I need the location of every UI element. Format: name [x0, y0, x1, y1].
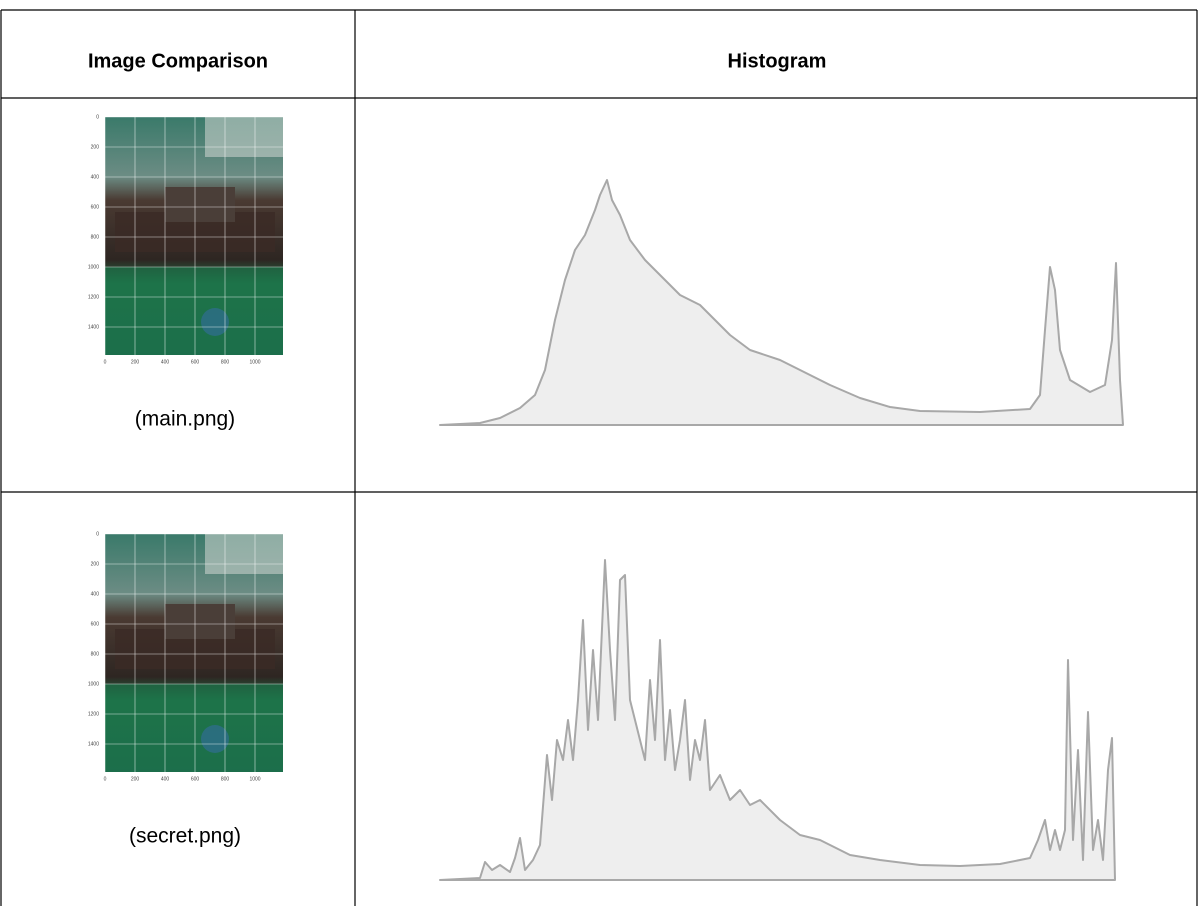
- y-tick-label: 1000: [88, 681, 99, 687]
- caption: (main.png): [135, 408, 235, 431]
- x-tick-label: 400: [161, 776, 170, 782]
- thumbnail: 0 200 400 600 800 1000 1200 1400 0 200 400 600 800 10…: [88, 114, 283, 365]
- y-tick-label: 400: [91, 174, 100, 180]
- x-tick-label: 200: [131, 776, 140, 782]
- y-tick-label: 600: [91, 621, 100, 627]
- x-tick-label: 0: [104, 359, 107, 365]
- y-tick-label: 1000: [88, 264, 99, 270]
- y-tick-label: 0: [96, 531, 99, 537]
- y-tick-label: 1200: [88, 294, 99, 300]
- y-tick-label: 1200: [88, 711, 99, 717]
- caption: (secret.png): [129, 825, 241, 848]
- x-tick-label: 0: [104, 776, 107, 782]
- histogram: [439, 179, 1124, 426]
- header-cell: Histogram: [728, 50, 827, 72]
- header-cell: Image Comparison: [88, 50, 268, 72]
- y-tick-label: 200: [91, 144, 100, 150]
- x-tick-label: 200: [131, 359, 140, 365]
- y-tick-label: 1400: [88, 324, 99, 330]
- y-tick-label: 0: [96, 114, 99, 120]
- x-tick-label: 1000: [249, 359, 260, 365]
- x-tick-label: 800: [221, 359, 230, 365]
- y-tick-label: 200: [91, 561, 100, 567]
- x-tick-label: 600: [191, 359, 200, 365]
- histogram: [439, 559, 1116, 881]
- y-tick-label: 800: [91, 234, 100, 240]
- x-tick-label: 800: [221, 776, 230, 782]
- y-tick-label: 1400: [88, 741, 99, 747]
- y-tick-label: 800: [91, 651, 100, 657]
- x-tick-label: 600: [191, 776, 200, 782]
- thumbnail: 0 200 400 600 800 1000 1200 1400 0 200 400 600 800 10…: [88, 531, 283, 782]
- table-borders: [0, 9, 1198, 906]
- y-tick-label: 600: [91, 204, 100, 210]
- x-tick-label: 400: [161, 359, 170, 365]
- y-tick-label: 400: [91, 591, 100, 597]
- x-tick-label: 1000: [249, 776, 260, 782]
